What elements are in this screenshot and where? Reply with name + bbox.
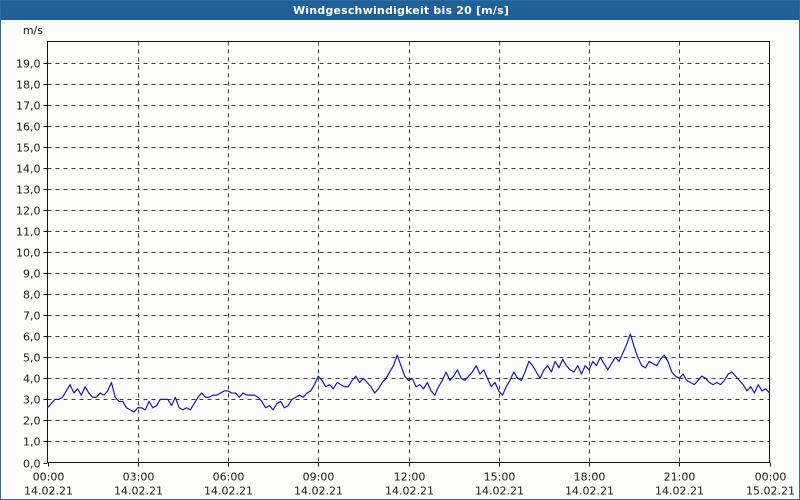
y-axis-tick-label: 8,0: [23, 289, 41, 302]
x-axis-time-label: 21:00: [664, 471, 696, 484]
x-axis-ticks: 00:0014.02.2103:0014.02.2106:0014.02.210…: [24, 462, 795, 498]
x-axis-time-label: 03:00: [123, 471, 155, 484]
chart-canvas: 0,0 1,0 2,0 3,0 4,0 5,0 6,0 7,0 8,0 9,0 10,0 11,0 12…: [1, 20, 799, 499]
y-axis-tick-label: 1,0: [23, 436, 41, 449]
x-axis-time-label: 00:00: [33, 471, 65, 484]
grid-group: [47, 41, 770, 463]
y-axis-tick-label: 4,0: [23, 373, 41, 386]
x-axis-date-label: 14.02.21: [655, 485, 704, 498]
y-axis-tick-label: 10,0: [16, 247, 41, 260]
x-axis-date-label: 14.02.21: [565, 485, 614, 498]
y-axis-tick-label: 11,0: [16, 226, 41, 239]
y-axis-unit-label: m/s: [23, 24, 43, 37]
y-axis-tick-label: 14,0: [16, 163, 41, 176]
x-axis-time-label: 15:00: [484, 471, 516, 484]
y-axis-tick-label: 5,0: [23, 352, 41, 365]
y-axis-tick-label: 2,0: [23, 415, 41, 428]
y-axis-ticks: 0,0 1,0 2,0 3,0 4,0 5,0 6,0 7,0 8,0 9,0 10,0 11,0 12…: [16, 58, 48, 471]
x-axis-date-label: 14.02.21: [114, 485, 163, 498]
x-axis-date-label: 14.02.21: [204, 485, 253, 498]
x-axis-date-label: 14.02.21: [475, 485, 524, 498]
y-axis-tick-label: 18,0: [16, 79, 41, 92]
y-axis-tick-label: 0,0: [23, 458, 41, 471]
x-axis-time-label: 00:00: [755, 471, 787, 484]
x-axis-time-label: 06:00: [213, 471, 245, 484]
wind-speed-line-chart: 0,0 1,0 2,0 3,0 4,0 5,0 6,0 7,0 8,0 9,0 10,0 11,0 12…: [16, 24, 795, 498]
y-axis-tick-label: 9,0: [23, 268, 41, 281]
x-axis-date-label: 15.02.21: [746, 485, 795, 498]
y-axis-tick-label: 15,0: [16, 142, 41, 155]
y-axis-tick-label: 16,0: [16, 121, 41, 134]
y-axis-tick-label: 6,0: [23, 331, 41, 344]
x-axis-date-label: 14.02.21: [385, 485, 434, 498]
x-axis-date-label: 14.02.21: [294, 485, 343, 498]
x-axis-time-label: 12:00: [394, 471, 426, 484]
y-axis-tick-label: 19,0: [16, 58, 41, 71]
x-axis-time-label: 18:00: [574, 471, 606, 484]
wind-speed-series-line: [46, 333, 771, 413]
x-axis-date-label: 14.02.21: [24, 485, 73, 498]
y-axis-tick-label: 7,0: [23, 310, 41, 323]
y-axis-tick-label: 13,0: [16, 184, 41, 197]
window-title-bar: Windgeschwindigkeit bis 20 [m/s]: [1, 1, 799, 20]
y-axis-tick-label: 17,0: [16, 100, 41, 113]
y-axis-tick-label: 12,0: [16, 205, 41, 218]
y-axis-tick-label: 3,0: [23, 394, 41, 407]
x-axis-time-label: 09:00: [303, 471, 335, 484]
